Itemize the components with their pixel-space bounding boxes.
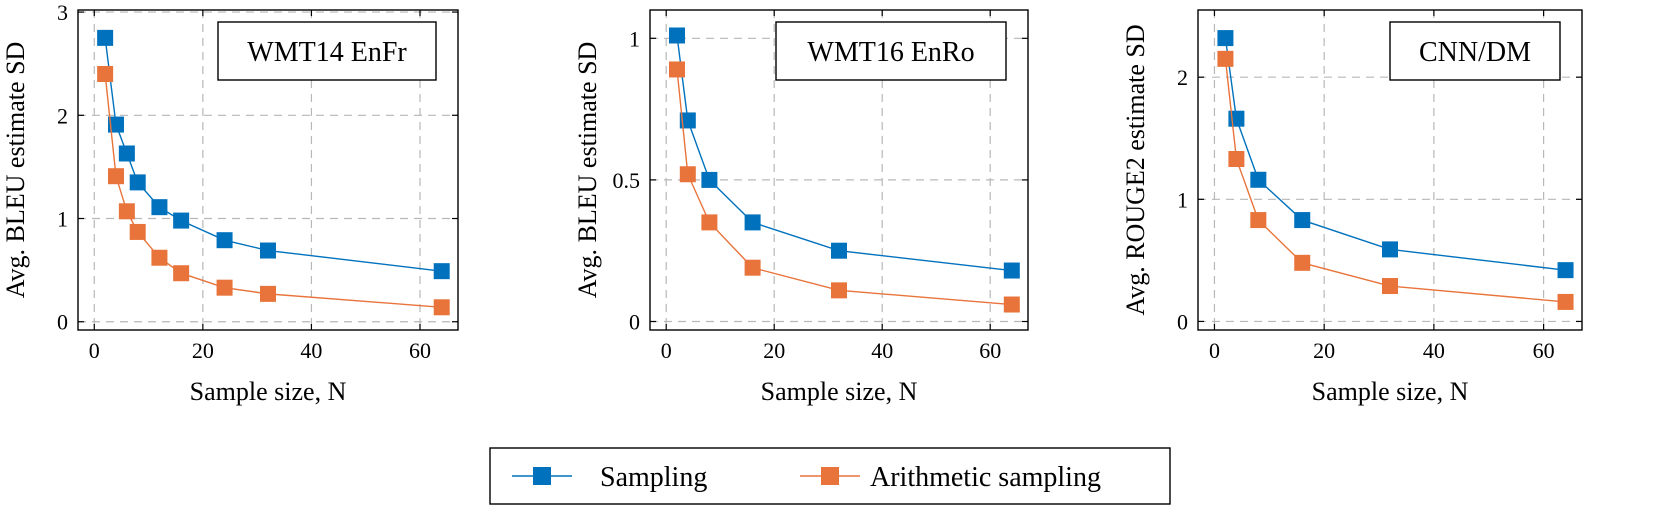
chart-title: WMT16 EnRo	[807, 37, 974, 68]
x-tick-label: 60	[409, 338, 431, 363]
data-point-arithmetic-sampling	[1294, 254, 1311, 271]
data-point-arithmetic-sampling	[151, 249, 168, 266]
x-tick-label: 40	[300, 338, 322, 363]
x-tick-label: 0	[661, 338, 672, 363]
data-point-sampling	[260, 242, 276, 259]
data-point-arithmetic-sampling	[1217, 50, 1234, 67]
data-point-sampling	[433, 263, 450, 280]
series-line-sampling	[676, 35, 1012, 272]
legend-sampling-label: Sampling	[600, 462, 707, 493]
series-arithmetic-sampling	[669, 61, 1020, 313]
y-tick-label: 0.5	[613, 168, 641, 193]
title-box	[1389, 21, 1561, 81]
data-point-arithmetic-sampling	[744, 259, 761, 276]
series-line-arithmetic-sampling	[676, 69, 1012, 306]
y-axis-label: Avg. BLEU estimate SD	[573, 42, 602, 299]
y-tick-label: 0	[1177, 309, 1188, 334]
chart-title: WMT14 EnFr	[247, 37, 407, 68]
data-point-sampling	[679, 112, 696, 129]
x-tick-label: 20	[192, 338, 214, 363]
data-point-sampling	[108, 116, 124, 133]
data-point-arithmetic-sampling	[679, 166, 696, 183]
y-axis-label: Avg. ROUGE2 estimate SD	[1121, 24, 1150, 315]
data-point-sampling	[1217, 30, 1234, 47]
x-axis-label: Sample size, N	[761, 377, 918, 406]
legend: Sampling Arithmetic sampling	[489, 447, 1171, 505]
data-point-arithmetic-sampling	[1003, 296, 1020, 313]
data-point-sampling	[1294, 212, 1311, 229]
x-tick-label: 60	[1533, 338, 1555, 363]
x-axis-label: Sample size, N	[1312, 377, 1469, 406]
data-point-arithmetic-sampling	[118, 203, 135, 220]
series-arithmetic-sampling	[97, 66, 450, 316]
data-point-sampling	[216, 232, 233, 249]
series-sampling	[1217, 30, 1574, 279]
data-point-arithmetic-sampling	[669, 61, 685, 78]
chart-title: CNN/DM	[1419, 37, 1531, 68]
plot-frame	[1197, 9, 1583, 331]
y-tick-label: 2	[57, 103, 68, 128]
series-sampling	[97, 29, 450, 280]
data-point-sampling	[173, 212, 190, 229]
y-tick-label: 0	[57, 310, 68, 335]
y-tick-label: 3	[57, 0, 68, 25]
data-point-sampling	[1250, 171, 1267, 188]
series-arithmetic-sampling	[1217, 50, 1574, 310]
data-point-sampling	[151, 199, 168, 216]
data-point-sampling	[1557, 262, 1574, 279]
chart-wmt14-enfr: 0 20 40 60 0 1 2 3 Sample size, N Avg. BLEU estim…	[1, 0, 459, 406]
chart-wmt16-enro: 0 20 40 60 0 0.5 1 Sample size, N Avg. BLEU esti…	[573, 9, 1029, 406]
data-point-arithmetic-sampling	[129, 223, 146, 240]
data-point-sampling	[701, 171, 718, 188]
data-point-arithmetic-sampling	[108, 168, 124, 185]
data-point-sampling	[1382, 241, 1398, 258]
data-point-arithmetic-sampling	[433, 299, 450, 316]
x-tick-label: 0	[89, 338, 100, 363]
plot-frame	[649, 9, 1029, 331]
data-point-sampling	[118, 145, 135, 162]
data-point-arithmetic-sampling	[97, 66, 114, 82]
data-point-arithmetic-sampling	[1250, 212, 1267, 229]
data-point-sampling	[831, 242, 847, 259]
y-tick-label: 0	[629, 310, 640, 335]
data-point-sampling	[97, 29, 114, 46]
legend-arithmetic-sampling-marker	[821, 467, 839, 485]
series-line-arithmetic-sampling	[104, 73, 442, 308]
title-box	[217, 21, 437, 81]
series-line-arithmetic-sampling	[1224, 58, 1566, 303]
x-tick-label: 60	[979, 338, 1001, 363]
data-point-sampling	[669, 27, 685, 44]
plot-frame	[77, 9, 459, 331]
data-point-sampling	[744, 214, 761, 231]
data-point-arithmetic-sampling	[701, 214, 718, 231]
series-sampling	[669, 27, 1020, 279]
x-axis-label: Sample size, N	[190, 377, 347, 406]
data-point-arithmetic-sampling	[1382, 278, 1398, 295]
x-tick-label: 0	[1209, 338, 1220, 363]
y-tick-label: 1	[1177, 187, 1188, 212]
data-point-arithmetic-sampling	[1228, 151, 1245, 168]
x-tick-label: 20	[1313, 338, 1335, 363]
data-point-sampling	[1003, 262, 1020, 279]
y-tick-label: 2	[1177, 65, 1188, 90]
legend-arithmetic-sampling-label: Arithmetic sampling	[870, 462, 1101, 493]
chart-cnn-dm: 0 20 40 60 0 1 2 Sample size, N Avg. ROUGE2 esti…	[1121, 9, 1583, 406]
title-box	[775, 21, 1007, 81]
x-tick-label: 40	[1423, 338, 1445, 363]
data-point-arithmetic-sampling	[260, 285, 276, 302]
data-point-arithmetic-sampling	[831, 282, 847, 299]
data-point-arithmetic-sampling	[1557, 293, 1574, 310]
y-tick-label: 1	[629, 26, 640, 51]
legend-sampling-marker	[533, 467, 551, 485]
data-point-arithmetic-sampling	[173, 265, 190, 282]
data-point-arithmetic-sampling	[216, 279, 233, 296]
series-line-sampling	[1224, 37, 1566, 271]
y-tick-label: 1	[57, 207, 68, 232]
x-tick-label: 20	[763, 338, 785, 363]
y-axis-label: Avg. BLEU estimate SD	[1, 42, 30, 299]
data-point-sampling	[129, 174, 146, 191]
x-tick-label: 40	[871, 338, 893, 363]
